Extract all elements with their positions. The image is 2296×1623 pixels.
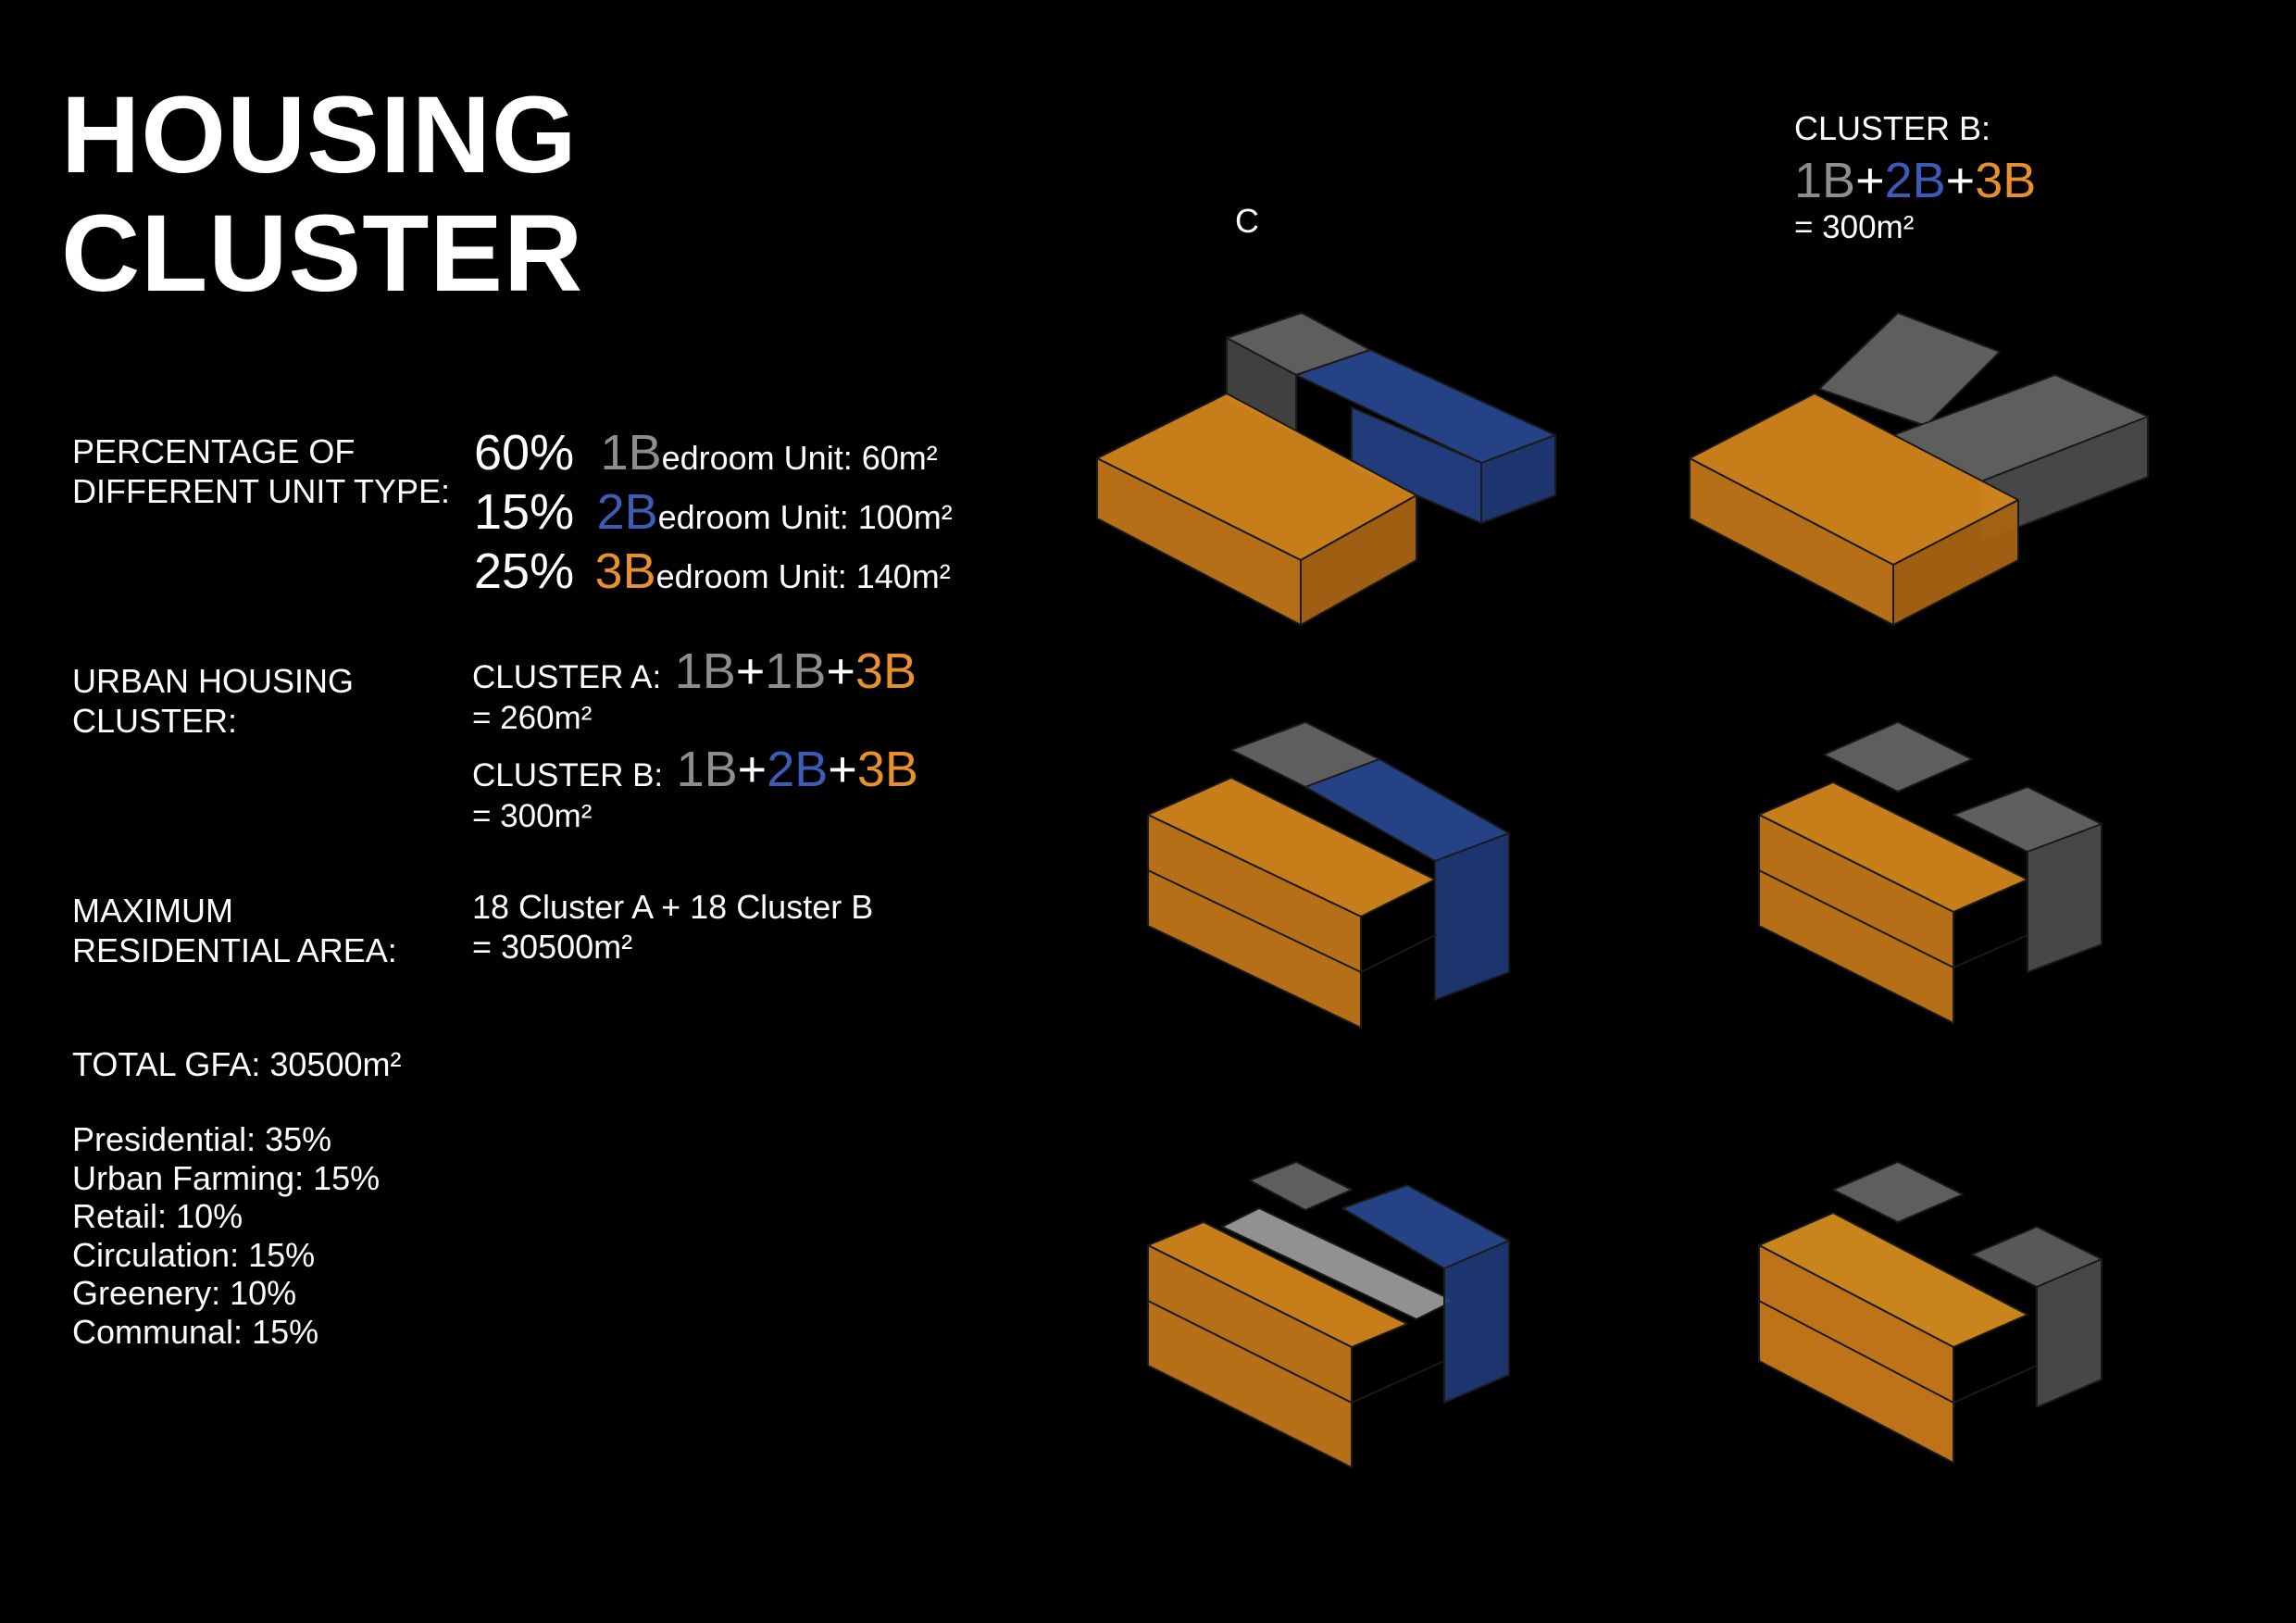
max-area-label-line-2: RESIDENTIAL AREA: bbox=[72, 931, 397, 969]
blue-unit-front bbox=[1351, 406, 1482, 524]
isometric-cluster-b-sectional bbox=[1758, 1161, 2103, 1464]
unit-desc: edroom Unit: 100m² bbox=[657, 498, 953, 536]
title-line-1: HOUSING bbox=[61, 74, 578, 196]
unit-code: 3B bbox=[594, 543, 656, 599]
unit-type-row: 15% 2Bedroom Unit: 100m² bbox=[474, 483, 953, 543]
unit-code: 1B bbox=[600, 425, 662, 481]
cluster-b-formula: CLUSTER B: 1B+2B+3B = 300m² bbox=[472, 741, 918, 835]
plus-sign: + bbox=[828, 742, 857, 797]
unit-code: 2B bbox=[596, 484, 658, 540]
unit-type-row: 25% 3Bedroom Unit: 140m² bbox=[474, 543, 953, 602]
floor-line bbox=[1147, 1300, 1445, 1404]
total-gfa: TOTAL GFA: 30500m² bbox=[72, 1045, 402, 1083]
plus-sign: + bbox=[737, 742, 767, 797]
gfa-item: Urban Farming: 15% bbox=[72, 1158, 381, 1197]
diagram-left-header: C bbox=[1235, 202, 1259, 240]
cluster-a-part-1: 1B bbox=[674, 643, 736, 699]
max-area-label-line-1: MAXIMUM bbox=[72, 892, 233, 930]
unit-percent: 25% bbox=[474, 543, 575, 599]
cluster-b-part-2: 2B bbox=[767, 742, 829, 797]
plus-sign: + bbox=[735, 643, 766, 699]
cluster-a-part-2: 1B bbox=[765, 643, 827, 699]
grey-unit-side bbox=[2036, 1258, 2103, 1408]
isometric-cluster-b-stacked bbox=[1758, 721, 2103, 1024]
plus-sign: + bbox=[1855, 153, 1885, 208]
diagram-right-header: CLUSTER B: 1B+2B+3B = 300m² bbox=[1794, 109, 2036, 246]
max-area-line-1: 18 Cluster A + 18 Cluster B bbox=[472, 888, 874, 926]
right-header-part-3: 3B bbox=[1975, 153, 2037, 208]
max-area-value: 18 Cluster A + 18 Cluster B = 30500m² bbox=[472, 887, 873, 967]
floor-line bbox=[1147, 869, 1436, 973]
unit-type-label: PERCENTAGE OF DIFFERENT UNIT TYPE: bbox=[72, 431, 450, 511]
grey-unit-side bbox=[2027, 823, 2103, 973]
urban-cluster-label-line-2: CLUSTER: bbox=[72, 702, 238, 740]
unit-type-row: 60% 1Bedroom Unit: 60m² bbox=[474, 424, 953, 483]
cluster-a-part-3: 3B bbox=[855, 643, 917, 699]
cluster-a-label: CLUSTER A: bbox=[472, 659, 662, 695]
right-header-label: CLUSTER B: bbox=[1794, 109, 1991, 147]
cluster-b-part-1: 1B bbox=[676, 742, 738, 797]
isometric-cluster-b-single-level bbox=[1689, 312, 2149, 626]
gfa-item: Greenery: 10% bbox=[72, 1274, 297, 1312]
unit-desc: edroom Unit: 60m² bbox=[661, 439, 938, 477]
grey-unit-top bbox=[1832, 1161, 1964, 1223]
unit-type-list: 60% 1Bedroom Unit: 60m² 15% 2Bedroom Uni… bbox=[474, 424, 953, 602]
orange-unit-right bbox=[1300, 494, 1417, 626]
page-title: HOUSING CLUSTER bbox=[61, 76, 583, 313]
isometric-cluster-a-single-level bbox=[1096, 312, 1556, 626]
grey-unit-top bbox=[1823, 721, 1973, 793]
gfa-item: Communal: 15% bbox=[72, 1312, 319, 1351]
max-area-line-2: = 30500m² bbox=[472, 928, 633, 966]
orange-unit-front bbox=[1758, 1244, 1954, 1464]
right-header-area: = 300m² bbox=[1794, 209, 1915, 245]
cluster-a-area: = 260m² bbox=[472, 700, 593, 736]
isometric-cluster-a-sectional bbox=[1147, 1161, 1510, 1468]
max-area-label: MAXIMUM RESIDENTIAL AREA: bbox=[72, 891, 397, 970]
unit-desc: edroom Unit: 140m² bbox=[655, 557, 951, 595]
floor-line bbox=[1758, 869, 2028, 968]
unit-percent: 15% bbox=[474, 484, 575, 540]
orange-unit-right bbox=[1892, 499, 2019, 626]
floor-line bbox=[1758, 1300, 2038, 1404]
unit-type-label-line-1: PERCENTAGE OF bbox=[72, 432, 356, 470]
gfa-item: Retail: 10% bbox=[72, 1197, 243, 1235]
grey-unit-top bbox=[1249, 1161, 1353, 1211]
blue-unit-right bbox=[1434, 832, 1510, 1001]
plus-sign: + bbox=[826, 643, 855, 699]
cluster-a-formula: CLUSTER A: 1B+1B+3B = 260m² bbox=[472, 643, 917, 737]
unit-percent: 60% bbox=[474, 425, 575, 481]
grey-unit-top bbox=[1818, 312, 2001, 427]
cluster-b-part-3: 3B bbox=[856, 742, 918, 797]
isometric-cluster-a-stacked bbox=[1147, 721, 1510, 1029]
blue-unit-right bbox=[1443, 1240, 1510, 1404]
right-header-part-2: 2B bbox=[1884, 153, 1946, 208]
plus-sign: + bbox=[1945, 153, 1976, 208]
cluster-b-label: CLUSTER B: bbox=[472, 757, 664, 793]
cluster-b-area: = 300m² bbox=[472, 798, 593, 834]
title-line-2: CLUSTER bbox=[61, 193, 584, 315]
right-header-part-1: 1B bbox=[1794, 153, 1856, 208]
orange-unit-front bbox=[1147, 1244, 1353, 1468]
gfa-item: Presidential: 35% bbox=[72, 1120, 332, 1158]
urban-cluster-label: URBAN HOUSING CLUSTER: bbox=[72, 661, 354, 741]
gfa-item: Circulation: 15% bbox=[72, 1235, 316, 1274]
urban-cluster-label-line-1: URBAN HOUSING bbox=[72, 662, 355, 700]
gfa-breakdown: Presidential: 35% Urban Farming: 15% Ret… bbox=[72, 1120, 380, 1351]
unit-type-label-line-2: DIFFERENT UNIT TYPE: bbox=[72, 472, 451, 510]
